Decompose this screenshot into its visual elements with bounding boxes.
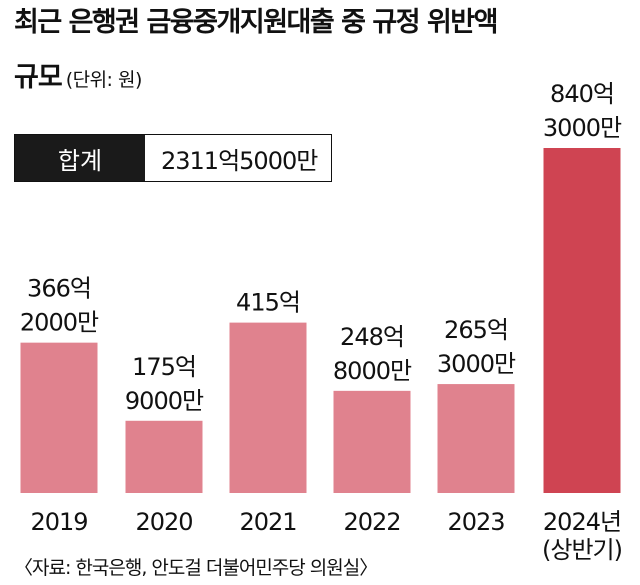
category-label-2: 2021 <box>239 508 296 536</box>
source-note: 〈자료: 한국은행, 안도걸 더불어민주당 의원실〉 <box>14 557 378 579</box>
value-label-3-1: 8000만 <box>333 357 412 385</box>
bar-5 <box>543 148 621 493</box>
value-label-4-0: 265억 <box>444 316 508 344</box>
value-label-1-0: 175억 <box>132 353 196 381</box>
value-label-0-0: 366억 <box>27 275 91 303</box>
bar-2 <box>229 322 307 493</box>
bar-3 <box>333 390 411 493</box>
chart-title-line2: 규모 (단위: 원) <box>14 58 142 100</box>
category-label-1: 2020 <box>135 508 192 536</box>
value-label-4-1: 3000만 <box>437 350 516 378</box>
category-label-5: 2024년 <box>543 508 621 536</box>
unit-label: (단위: 원) <box>65 69 143 91</box>
total-label: 합계 <box>15 135 145 181</box>
bar-4 <box>437 384 515 493</box>
bar-0 <box>20 342 98 493</box>
category-label-0: 2019 <box>30 508 87 536</box>
bar-1 <box>125 420 203 493</box>
value-label-3-0: 248억 <box>340 323 404 351</box>
value-label-1-1: 9000만 <box>125 387 204 415</box>
value-label-5-0: 840억 <box>550 80 614 108</box>
total-box: 합계 2311억5000만 <box>14 134 332 182</box>
category-label-4: 2023 <box>447 508 504 536</box>
value-label-0-1: 2000만 <box>20 309 99 337</box>
chart-title: 최근 은행권 금융중개지원대출 중 규정 위반액 <box>14 7 498 38</box>
total-value: 2311억5000만 <box>161 146 318 175</box>
value-label-2-0: 415억 <box>236 289 300 317</box>
chart-title-word: 규모 <box>14 62 63 93</box>
value-label-5-1: 3000만 <box>543 114 622 142</box>
category-label-5-sub: (상반기) <box>542 536 622 564</box>
category-label-3: 2022 <box>343 508 400 536</box>
